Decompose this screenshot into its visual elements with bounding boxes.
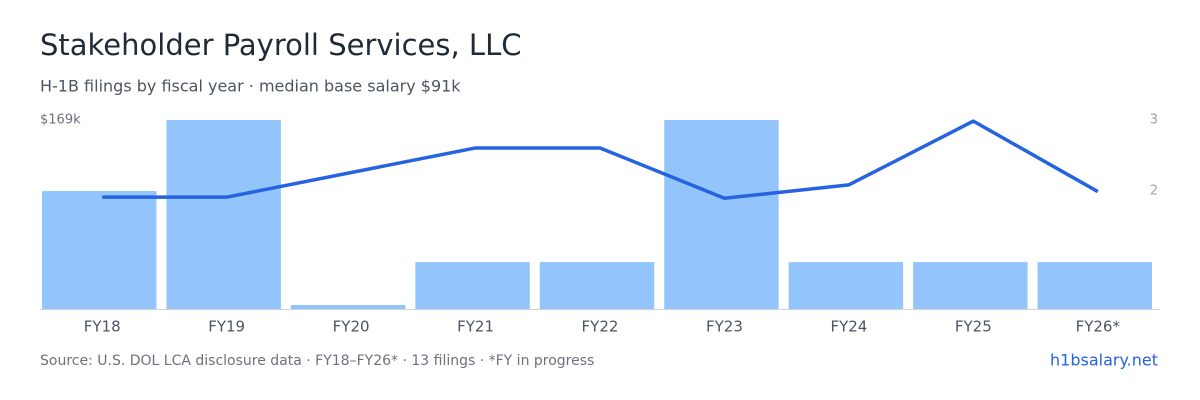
- bar: [415, 262, 530, 309]
- brand-link[interactable]: h1bsalary.net: [1050, 351, 1158, 370]
- x-tick-label: FY19: [208, 318, 245, 336]
- bar: [664, 120, 779, 309]
- bar: [788, 262, 904, 309]
- bar: [42, 191, 157, 309]
- x-tick-label: FY23: [706, 318, 743, 336]
- salary-line: [102, 119, 1099, 201]
- bar: [913, 262, 1028, 309]
- x-tick-label: FY18: [84, 318, 121, 336]
- source-note: Source: U.S. DOL LCA disclosure data · F…: [40, 353, 594, 369]
- x-tick-label: FY21: [457, 318, 494, 336]
- bar: [1037, 262, 1152, 309]
- x-tick-label: FY24: [830, 318, 867, 336]
- x-tick-label: FY22: [582, 318, 619, 336]
- chart-title: Stakeholder Payroll Services, LLC: [40, 28, 522, 62]
- x-tick-label: FY26*: [1076, 318, 1121, 336]
- bar: [539, 262, 655, 309]
- y-tick-label: $169k: [40, 113, 81, 128]
- x-tick-label: FY20: [333, 318, 370, 336]
- bar: [290, 305, 406, 309]
- bar: [166, 120, 281, 309]
- chart-subtitle: H-1B filings by fiscal year · median bas…: [40, 77, 461, 96]
- x-tick-label: FY25: [955, 318, 992, 336]
- y2-tick-label: 3: [1150, 113, 1158, 128]
- y2-tick-label: 2: [1150, 184, 1158, 199]
